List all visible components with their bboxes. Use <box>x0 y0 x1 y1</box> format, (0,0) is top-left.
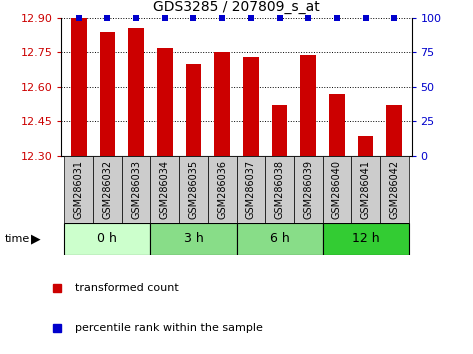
Text: GSM286031: GSM286031 <box>74 160 84 219</box>
Bar <box>236 223 323 255</box>
Text: transformed count: transformed count <box>75 283 179 293</box>
Bar <box>243 57 259 156</box>
Text: GSM286032: GSM286032 <box>102 160 113 219</box>
Bar <box>179 156 208 223</box>
Text: GSM286034: GSM286034 <box>160 160 170 219</box>
Bar <box>358 136 374 156</box>
Bar <box>386 105 402 156</box>
Bar <box>380 156 409 223</box>
Text: 6 h: 6 h <box>270 233 289 245</box>
Bar <box>236 156 265 223</box>
Bar <box>185 64 201 156</box>
Bar <box>64 156 93 223</box>
Bar <box>150 223 236 255</box>
Text: GSM286040: GSM286040 <box>332 160 342 219</box>
Bar <box>99 32 115 156</box>
Bar <box>64 223 150 255</box>
Bar <box>150 156 179 223</box>
Bar <box>351 156 380 223</box>
Bar <box>294 156 323 223</box>
Text: 3 h: 3 h <box>184 233 203 245</box>
Bar <box>265 156 294 223</box>
Text: percentile rank within the sample: percentile rank within the sample <box>75 323 263 333</box>
Bar <box>208 156 236 223</box>
Text: time: time <box>5 234 30 244</box>
Text: GSM286041: GSM286041 <box>360 160 371 219</box>
Bar <box>329 93 345 156</box>
Bar <box>93 156 122 223</box>
Bar <box>71 18 87 156</box>
Text: 0 h: 0 h <box>97 233 117 245</box>
Text: GSM286038: GSM286038 <box>274 160 285 219</box>
Bar <box>323 156 351 223</box>
Text: GSM286036: GSM286036 <box>217 160 227 219</box>
Text: ▶: ▶ <box>31 233 40 245</box>
Bar <box>323 223 409 255</box>
Bar <box>122 156 150 223</box>
Bar <box>272 105 288 156</box>
Text: GSM286033: GSM286033 <box>131 160 141 219</box>
Bar <box>300 55 316 156</box>
Text: GSM286037: GSM286037 <box>246 160 256 219</box>
Text: GSM286042: GSM286042 <box>389 160 399 219</box>
Text: GSM286035: GSM286035 <box>188 160 199 219</box>
Text: 12 h: 12 h <box>352 233 379 245</box>
Text: GSM286039: GSM286039 <box>303 160 313 219</box>
Bar <box>214 52 230 156</box>
Bar <box>157 47 173 156</box>
Bar <box>128 28 144 156</box>
Title: GDS3285 / 207809_s_at: GDS3285 / 207809_s_at <box>153 0 320 14</box>
